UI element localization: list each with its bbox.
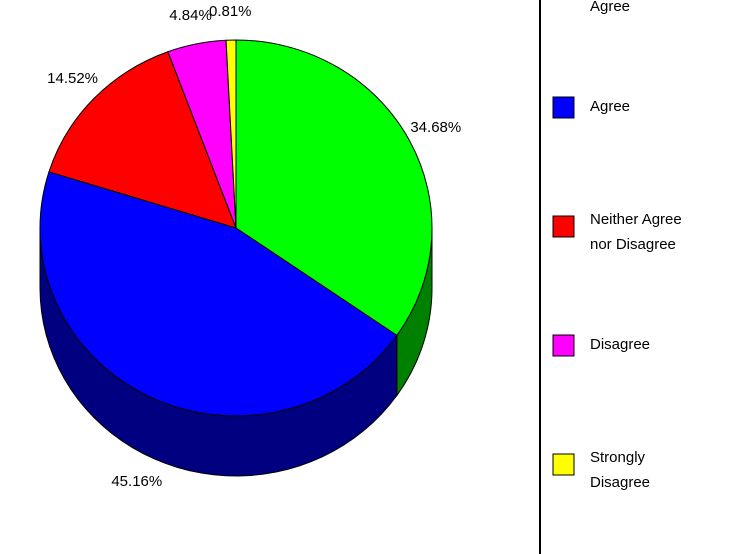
legend-swatch — [552, 96, 575, 119]
legend-swatch — [552, 215, 575, 238]
legend-label: Disagree — [590, 336, 650, 353]
data-label: 14.52% — [47, 70, 98, 87]
data-label: 45.16% — [111, 473, 162, 490]
data-label: 4.84% — [169, 7, 212, 24]
legend-label: Strongly Disagree — [590, 449, 650, 491]
legend-swatch — [552, 453, 575, 476]
legend-label-line: Disagree — [590, 474, 650, 491]
data-label: 34.68% — [410, 119, 461, 136]
legend-swatch — [552, 334, 575, 357]
slice — [39, 171, 398, 417]
slice — [48, 51, 237, 229]
data-label: 0.81% — [209, 3, 252, 20]
legend-label: StronglyAgree — [590, 0, 646, 15]
slice — [225, 39, 237, 229]
legend-label-line: Strongly — [590, 449, 646, 466]
legend-label-line: nor Disagree — [590, 236, 676, 253]
legend-label: Neither Agree nor Disagree — [590, 211, 682, 253]
legend-label-line: Agree — [590, 0, 630, 15]
slice — [235, 39, 433, 337]
legend-label: Agree — [590, 98, 630, 115]
legend-label-line: Neither Agree — [590, 211, 682, 228]
